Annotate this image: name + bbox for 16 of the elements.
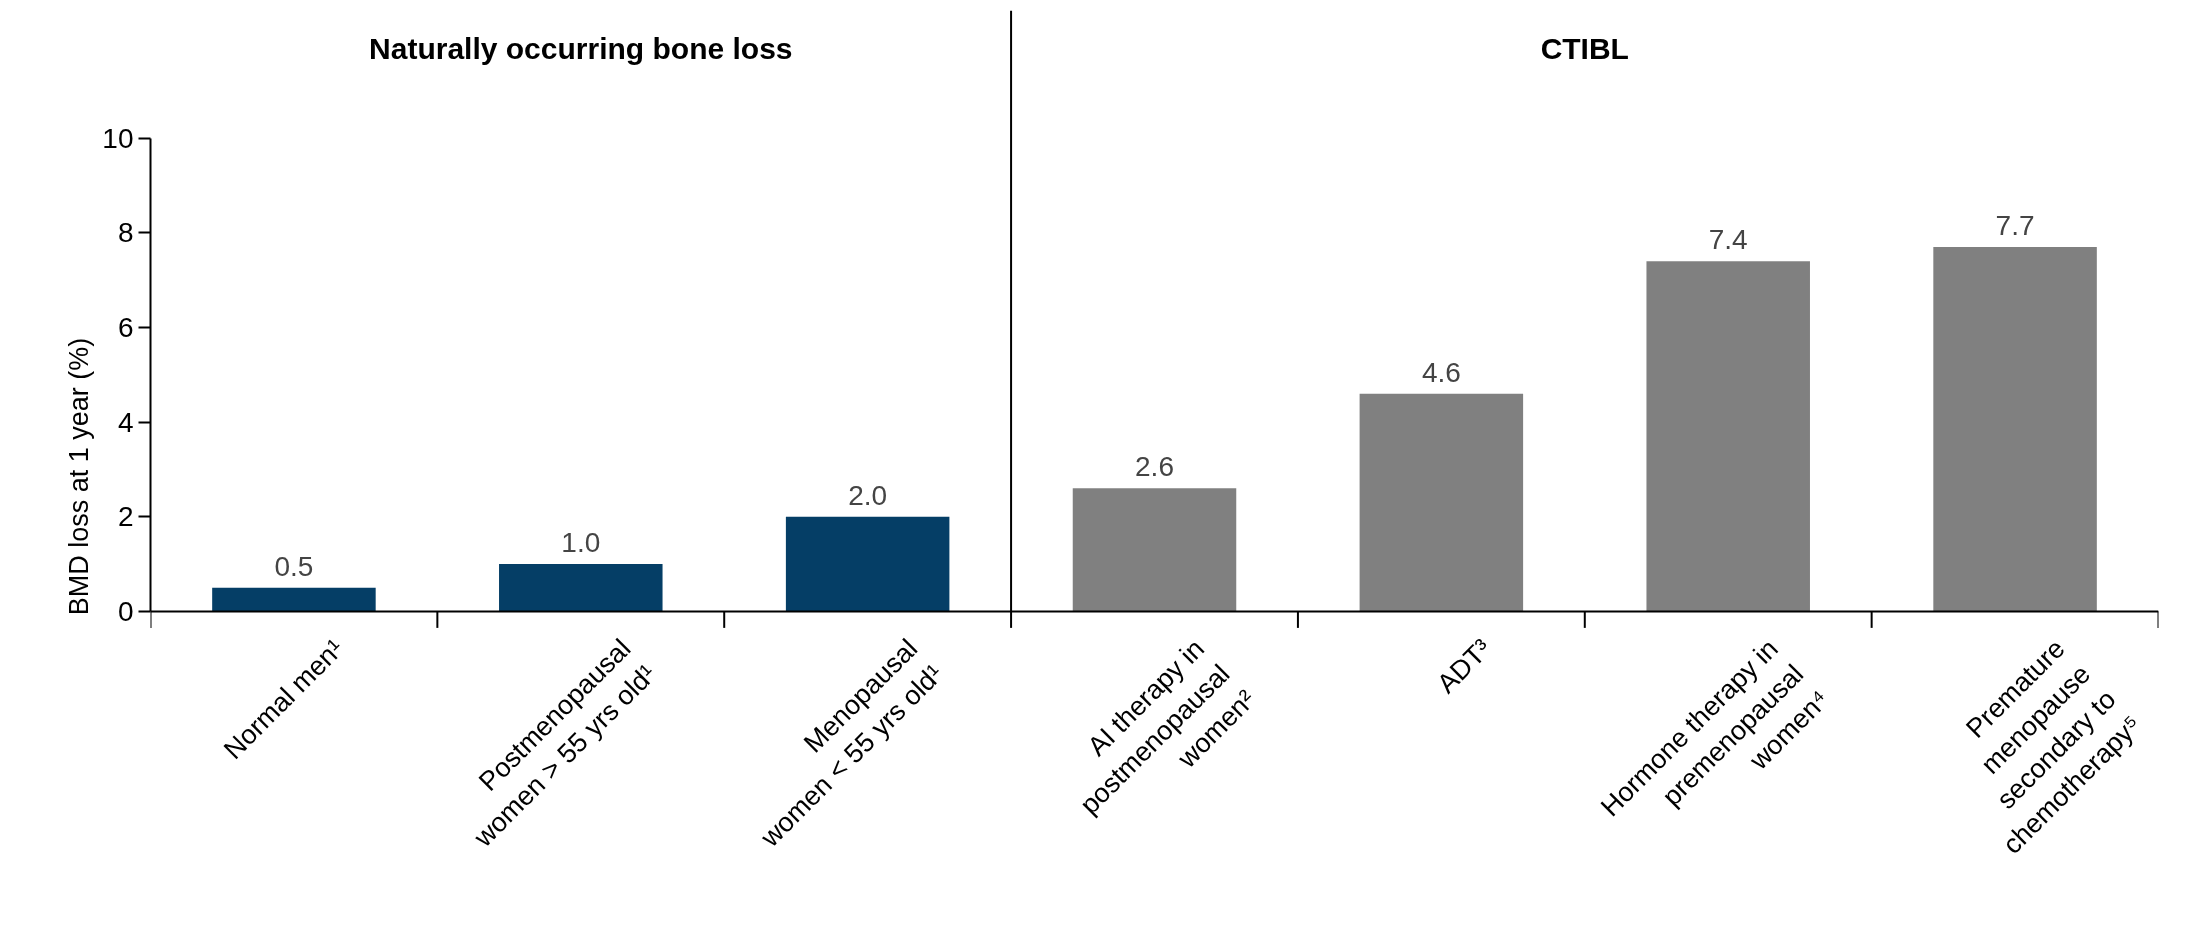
data-label: 1.0 <box>561 527 601 559</box>
y-tick-label: 2 <box>117 501 134 533</box>
data-label: 7.4 <box>1708 224 1748 256</box>
text: CTIBL <box>1540 31 1629 65</box>
y-tick-label: 4 <box>117 406 134 438</box>
data-label: 0.5 <box>274 550 314 582</box>
data-label: 7.7 <box>1995 210 2035 242</box>
y-tick-label: 8 <box>117 217 134 249</box>
data-label: 2.6 <box>1135 451 1174 483</box>
data-label: 4.6 <box>1421 356 1461 388</box>
data-label: 2.0 <box>848 479 888 511</box>
y-tick-label: 6 <box>117 311 134 343</box>
y-axis-title: BMD loss at 1 year (%) <box>64 337 95 616</box>
y-tick-label: 0 <box>117 595 134 627</box>
y-tick-label: 10 <box>102 122 134 154</box>
text: Naturally occurring bone loss <box>369 31 793 65</box>
